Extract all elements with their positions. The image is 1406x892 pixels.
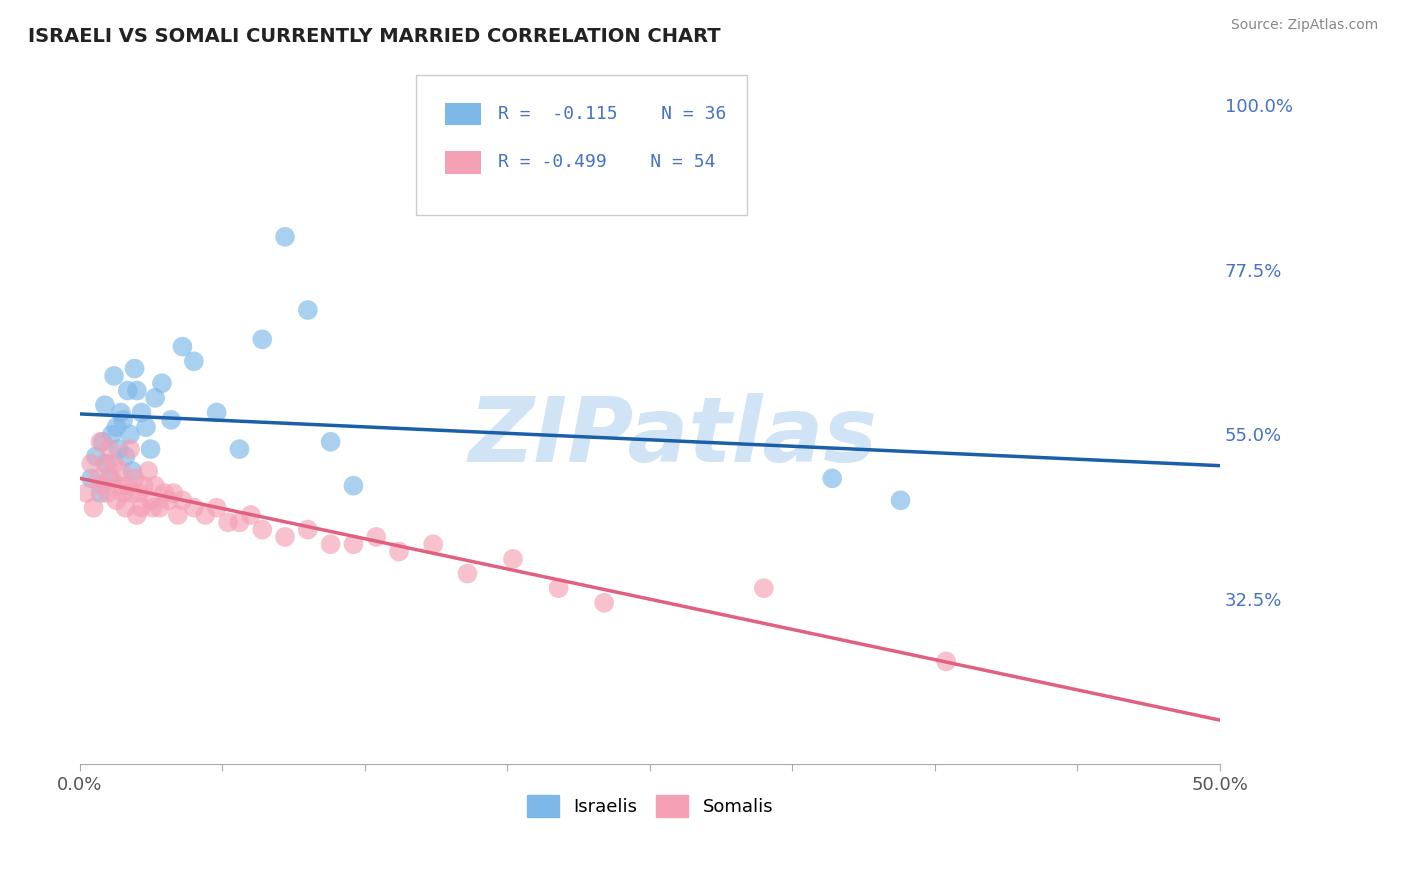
Point (105, 420, 128, 434)
Point (91, 479, 114, 493)
Point (131, 500, 153, 515)
Point (96, 486, 118, 500)
Point (94, 398, 117, 412)
Point (143, 479, 166, 493)
Text: Source: ZipAtlas.com: Source: ZipAtlas.com (1230, 18, 1378, 32)
Point (183, 500, 205, 515)
Point (125, 384, 148, 398)
Bar (444, 152, 481, 174)
Point (87, 471, 110, 485)
Point (547, 581, 569, 595)
Point (157, 493, 180, 508)
Point (194, 508, 217, 522)
Point (160, 413, 183, 427)
Text: ZIPatlas: ZIPatlas (468, 393, 877, 481)
Point (143, 391, 166, 405)
Point (228, 442, 250, 456)
Point (139, 493, 162, 508)
Point (890, 493, 912, 508)
Point (149, 500, 172, 515)
Point (80, 471, 103, 485)
Point (935, 654, 957, 668)
Text: R = -0.499    N = 54: R = -0.499 N = 54 (498, 153, 716, 171)
Point (136, 464, 159, 478)
Point (150, 376, 173, 391)
Point (228, 516, 250, 530)
Point (319, 434, 342, 449)
Point (91, 434, 114, 449)
Point (117, 479, 139, 493)
Point (172, 493, 194, 508)
Point (297, 523, 319, 537)
Point (153, 486, 176, 500)
Point (80, 457, 103, 471)
Point (114, 450, 136, 464)
Point (76, 486, 98, 500)
Point (84, 450, 107, 464)
Point (114, 500, 136, 515)
Point (94, 457, 117, 471)
Point (132, 479, 155, 493)
Point (98, 471, 121, 485)
Point (118, 427, 141, 442)
Point (101, 427, 124, 442)
Point (121, 464, 143, 478)
Point (422, 537, 444, 551)
Point (125, 508, 148, 522)
Point (342, 537, 364, 551)
Point (101, 471, 124, 485)
FancyBboxPatch shape (416, 76, 747, 215)
Point (103, 368, 125, 383)
Point (205, 405, 228, 419)
Point (98, 442, 121, 456)
Point (89, 434, 111, 449)
Point (124, 361, 146, 376)
Point (128, 486, 150, 500)
Point (112, 486, 135, 500)
Point (366, 530, 388, 544)
Point (139, 442, 162, 456)
Point (118, 442, 141, 456)
Point (342, 479, 364, 493)
Point (388, 544, 411, 558)
Point (167, 508, 190, 522)
Point (105, 493, 128, 508)
Point (107, 479, 129, 493)
Point (217, 516, 239, 530)
Point (107, 442, 129, 456)
Point (319, 537, 342, 551)
Point (239, 508, 262, 522)
Point (112, 413, 135, 427)
Point (183, 354, 205, 368)
Point (110, 405, 132, 419)
Point (274, 530, 297, 544)
Point (110, 464, 132, 478)
Point (821, 471, 844, 485)
Point (135, 420, 157, 434)
Point (593, 596, 616, 610)
Legend: Israelis, Somalis: Israelis, Somalis (519, 788, 780, 824)
Point (274, 230, 297, 244)
Point (83, 500, 105, 515)
Point (456, 566, 478, 581)
Point (252, 523, 274, 537)
Point (131, 405, 153, 419)
Text: ISRAELI VS SOMALI CURRENTLY MARRIED CORRELATION CHART: ISRAELI VS SOMALI CURRENTLY MARRIED CORR… (28, 27, 721, 45)
Point (121, 486, 143, 500)
Point (252, 332, 274, 346)
Text: R =  -0.115    N = 36: R = -0.115 N = 36 (498, 104, 727, 123)
Point (205, 500, 228, 515)
Point (752, 581, 775, 595)
Point (96, 457, 118, 471)
Point (124, 471, 146, 485)
Point (502, 552, 524, 566)
Point (117, 384, 139, 398)
Point (162, 486, 184, 500)
Point (103, 457, 125, 471)
Point (89, 486, 111, 500)
Bar (444, 103, 481, 125)
Point (297, 303, 319, 318)
Point (172, 340, 194, 354)
Point (142, 500, 165, 515)
